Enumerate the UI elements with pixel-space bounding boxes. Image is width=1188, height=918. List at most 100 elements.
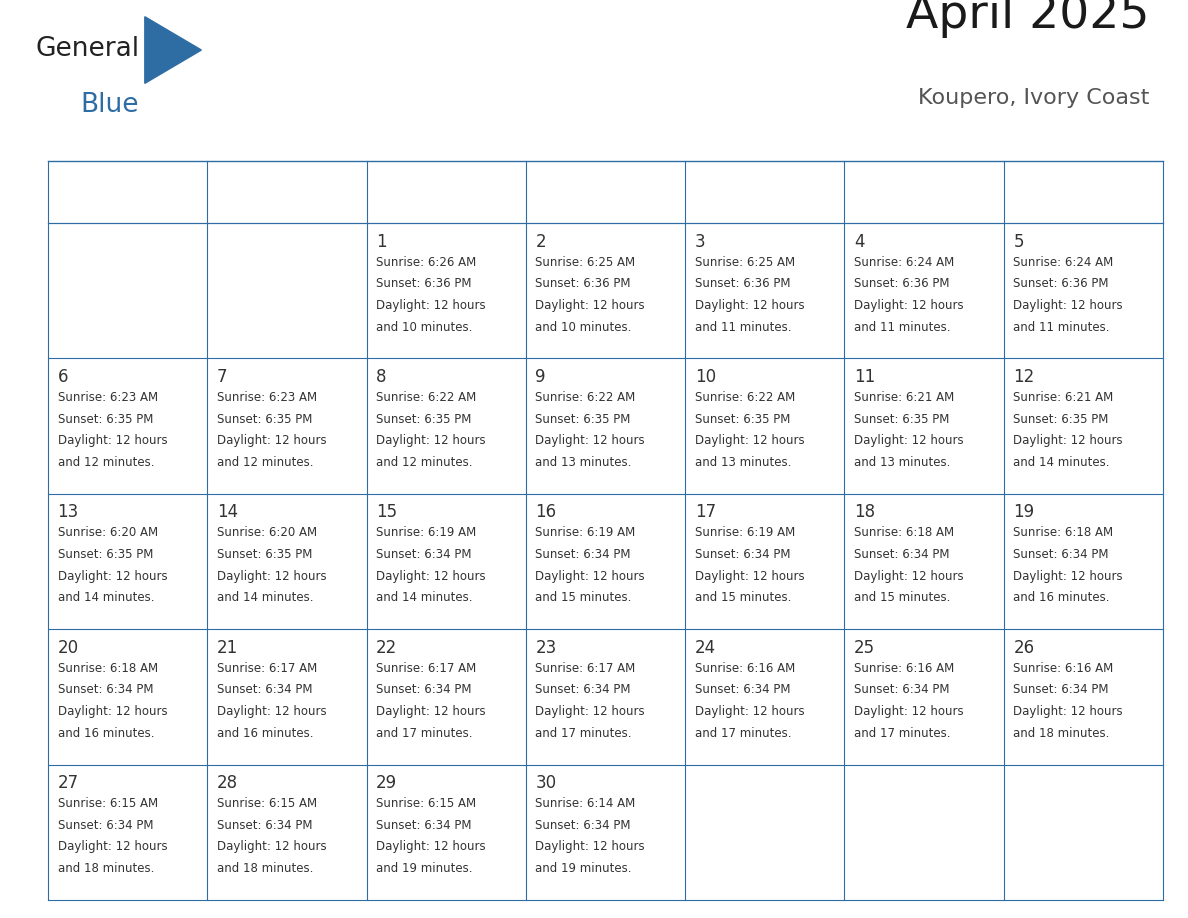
Text: Sunrise: 6:15 AM: Sunrise: 6:15 AM: [217, 797, 317, 810]
Text: Sunrise: 6:22 AM: Sunrise: 6:22 AM: [377, 391, 476, 404]
Text: Sunrise: 6:15 AM: Sunrise: 6:15 AM: [57, 797, 158, 810]
Text: Daylight: 12 hours: Daylight: 12 hours: [1013, 299, 1123, 312]
Text: 18: 18: [854, 503, 876, 521]
Text: Blue: Blue: [80, 92, 139, 118]
Text: Daylight: 12 hours: Daylight: 12 hours: [377, 570, 486, 583]
Text: Sunset: 6:34 PM: Sunset: 6:34 PM: [695, 683, 790, 697]
Text: 17: 17: [695, 503, 716, 521]
Text: Sunrise: 6:15 AM: Sunrise: 6:15 AM: [377, 797, 476, 810]
Text: Daylight: 12 hours: Daylight: 12 hours: [217, 705, 327, 718]
Text: Sunset: 6:34 PM: Sunset: 6:34 PM: [57, 819, 153, 832]
Text: 24: 24: [695, 639, 716, 656]
Text: Daylight: 12 hours: Daylight: 12 hours: [854, 705, 963, 718]
Text: General: General: [36, 36, 140, 62]
Text: Daylight: 12 hours: Daylight: 12 hours: [57, 841, 168, 854]
Text: Sunset: 6:34 PM: Sunset: 6:34 PM: [536, 683, 631, 697]
Text: and 11 minutes.: and 11 minutes.: [854, 320, 950, 333]
Text: Sunset: 6:34 PM: Sunset: 6:34 PM: [377, 819, 472, 832]
Text: 14: 14: [217, 503, 238, 521]
Text: 27: 27: [57, 774, 78, 792]
Text: Sunset: 6:35 PM: Sunset: 6:35 PM: [217, 412, 312, 426]
Text: Sunset: 6:36 PM: Sunset: 6:36 PM: [377, 277, 472, 290]
Text: and 13 minutes.: and 13 minutes.: [695, 456, 791, 469]
Text: Sunset: 6:34 PM: Sunset: 6:34 PM: [57, 683, 153, 697]
Text: and 12 minutes.: and 12 minutes.: [377, 456, 473, 469]
Text: Sunset: 6:36 PM: Sunset: 6:36 PM: [1013, 277, 1108, 290]
Text: Daylight: 12 hours: Daylight: 12 hours: [377, 299, 486, 312]
Text: Daylight: 12 hours: Daylight: 12 hours: [377, 705, 486, 718]
Text: 29: 29: [377, 774, 397, 792]
Text: Sunrise: 6:16 AM: Sunrise: 6:16 AM: [854, 662, 954, 675]
Text: Sunset: 6:35 PM: Sunset: 6:35 PM: [854, 412, 949, 426]
Text: 9: 9: [536, 368, 546, 386]
Text: and 17 minutes.: and 17 minutes.: [536, 727, 632, 740]
Text: Sunset: 6:35 PM: Sunset: 6:35 PM: [217, 548, 312, 561]
Text: Sunrise: 6:24 AM: Sunrise: 6:24 AM: [1013, 255, 1113, 269]
Text: Sunset: 6:34 PM: Sunset: 6:34 PM: [854, 548, 949, 561]
Text: Sunset: 6:34 PM: Sunset: 6:34 PM: [536, 548, 631, 561]
Text: and 15 minutes.: and 15 minutes.: [695, 591, 791, 604]
Text: 21: 21: [217, 639, 238, 656]
Text: 2: 2: [536, 232, 546, 251]
Text: Sunrise: 6:20 AM: Sunrise: 6:20 AM: [57, 526, 158, 540]
Text: Daylight: 12 hours: Daylight: 12 hours: [1013, 434, 1123, 447]
Text: Sunset: 6:34 PM: Sunset: 6:34 PM: [854, 683, 949, 697]
Text: and 17 minutes.: and 17 minutes.: [854, 727, 950, 740]
Text: 28: 28: [217, 774, 238, 792]
Text: and 10 minutes.: and 10 minutes.: [536, 320, 632, 333]
Text: 19: 19: [1013, 503, 1035, 521]
Text: and 10 minutes.: and 10 minutes.: [377, 320, 473, 333]
Text: and 14 minutes.: and 14 minutes.: [217, 591, 314, 604]
Text: Daylight: 12 hours: Daylight: 12 hours: [536, 705, 645, 718]
Text: Daylight: 12 hours: Daylight: 12 hours: [695, 434, 804, 447]
Text: Daylight: 12 hours: Daylight: 12 hours: [695, 570, 804, 583]
Text: 25: 25: [854, 639, 876, 656]
Text: Sunset: 6:35 PM: Sunset: 6:35 PM: [57, 548, 153, 561]
Text: and 13 minutes.: and 13 minutes.: [854, 456, 950, 469]
Text: and 17 minutes.: and 17 minutes.: [695, 727, 791, 740]
Text: 4: 4: [854, 232, 865, 251]
Text: Saturday: Saturday: [1015, 185, 1087, 201]
Text: 3: 3: [695, 232, 706, 251]
Text: and 18 minutes.: and 18 minutes.: [217, 862, 314, 875]
Text: and 12 minutes.: and 12 minutes.: [217, 456, 314, 469]
Text: and 16 minutes.: and 16 minutes.: [57, 727, 154, 740]
Text: Sunrise: 6:19 AM: Sunrise: 6:19 AM: [377, 526, 476, 540]
Text: Sunset: 6:34 PM: Sunset: 6:34 PM: [536, 819, 631, 832]
Text: Sunset: 6:34 PM: Sunset: 6:34 PM: [377, 683, 472, 697]
Text: Sunrise: 6:16 AM: Sunrise: 6:16 AM: [1013, 662, 1113, 675]
Text: Sunset: 6:35 PM: Sunset: 6:35 PM: [57, 412, 153, 426]
Text: Daylight: 12 hours: Daylight: 12 hours: [536, 434, 645, 447]
Text: Daylight: 12 hours: Daylight: 12 hours: [57, 434, 168, 447]
Text: Sunrise: 6:25 AM: Sunrise: 6:25 AM: [695, 255, 795, 269]
Text: Sunrise: 6:25 AM: Sunrise: 6:25 AM: [536, 255, 636, 269]
Text: Sunset: 6:34 PM: Sunset: 6:34 PM: [1013, 683, 1108, 697]
Text: Daylight: 12 hours: Daylight: 12 hours: [854, 570, 963, 583]
Text: Monday: Monday: [219, 185, 282, 201]
Text: and 15 minutes.: and 15 minutes.: [536, 591, 632, 604]
Text: Thursday: Thursday: [696, 185, 771, 201]
Text: 26: 26: [1013, 639, 1035, 656]
Text: Sunrise: 6:23 AM: Sunrise: 6:23 AM: [57, 391, 158, 404]
Text: Sunrise: 6:17 AM: Sunrise: 6:17 AM: [217, 662, 317, 675]
Text: and 12 minutes.: and 12 minutes.: [57, 456, 154, 469]
Text: Daylight: 12 hours: Daylight: 12 hours: [536, 841, 645, 854]
Text: 30: 30: [536, 774, 556, 792]
Text: Daylight: 12 hours: Daylight: 12 hours: [536, 299, 645, 312]
Text: Sunset: 6:34 PM: Sunset: 6:34 PM: [1013, 548, 1108, 561]
Text: and 14 minutes.: and 14 minutes.: [1013, 456, 1110, 469]
Text: Daylight: 12 hours: Daylight: 12 hours: [57, 570, 168, 583]
Text: Sunset: 6:34 PM: Sunset: 6:34 PM: [377, 548, 472, 561]
Text: 22: 22: [377, 639, 397, 656]
Text: Sunrise: 6:22 AM: Sunrise: 6:22 AM: [695, 391, 795, 404]
Text: and 11 minutes.: and 11 minutes.: [1013, 320, 1110, 333]
Text: Sunset: 6:35 PM: Sunset: 6:35 PM: [536, 412, 631, 426]
Text: Daylight: 12 hours: Daylight: 12 hours: [377, 434, 486, 447]
Text: and 15 minutes.: and 15 minutes.: [854, 591, 950, 604]
Text: Daylight: 12 hours: Daylight: 12 hours: [57, 705, 168, 718]
Text: Daylight: 12 hours: Daylight: 12 hours: [217, 434, 327, 447]
Text: and 17 minutes.: and 17 minutes.: [377, 727, 473, 740]
Text: Tuesday: Tuesday: [378, 185, 443, 201]
Text: Sunset: 6:35 PM: Sunset: 6:35 PM: [695, 412, 790, 426]
Text: Sunset: 6:34 PM: Sunset: 6:34 PM: [217, 819, 312, 832]
